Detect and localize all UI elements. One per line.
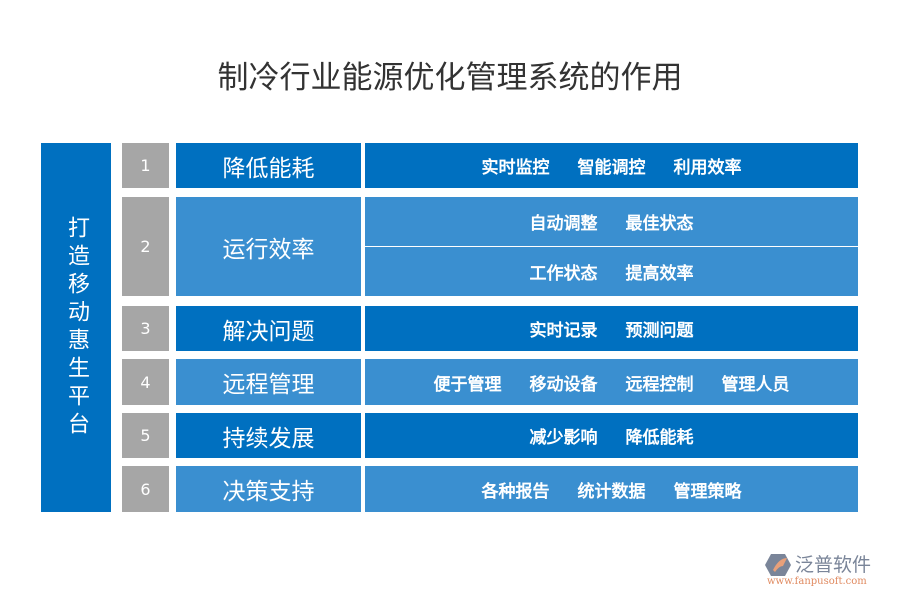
- row-number: 6: [122, 466, 169, 512]
- row-content: 减少影响 降低能耗: [365, 413, 858, 458]
- row-label: 远程管理: [176, 359, 361, 405]
- content-item: 利用效率: [673, 158, 742, 178]
- row-label: 持续发展: [176, 413, 361, 458]
- row-label: 解决问题: [176, 306, 361, 351]
- row-label: 降低能耗: [176, 143, 361, 188]
- row-content: 自动调整 最佳状态: [365, 197, 858, 246]
- row-number: 1: [122, 143, 169, 188]
- row-number: 5: [122, 413, 169, 458]
- row-content: 工作状态 提高效率: [365, 247, 858, 296]
- fanpu-logo-icon: [765, 554, 791, 576]
- row-label: 运行效率: [176, 197, 361, 296]
- row-label: 决策支持: [176, 466, 361, 512]
- page-title: 制冷行业能源优化管理系统的作用: [217, 60, 683, 96]
- side-label: 打造移动惠生平台: [41, 143, 111, 512]
- content-item: 移动设备: [529, 374, 598, 395]
- row-content: 便于管理 移动设备 远程控制 管理人员: [365, 359, 858, 405]
- logo: 泛普软件 www.fanpusoft.com: [765, 548, 895, 588]
- row-content: 实时记录 预测问题: [365, 306, 858, 351]
- row-number: 4: [122, 359, 169, 405]
- content-item: 自动调整: [529, 214, 598, 234]
- content-item: 管理人员: [721, 374, 790, 395]
- content-item: 提高效率: [625, 264, 694, 284]
- content-item: 管理策略: [673, 481, 742, 502]
- logo-url: www.fanpusoft.com: [767, 576, 867, 587]
- content-item: 便于管理: [433, 374, 502, 395]
- row-number: 3: [122, 306, 169, 351]
- content-item: 最佳状态: [625, 214, 694, 234]
- row-content: 各种报告 统计数据 管理策略: [365, 466, 858, 512]
- content-item: 各种报告: [481, 481, 550, 502]
- content-item: 远程控制: [625, 374, 694, 395]
- row-number: 2: [122, 197, 169, 296]
- content-item: 智能调控: [577, 158, 646, 178]
- content-item: 实时记录: [529, 321, 598, 341]
- content-item: 统计数据: [577, 481, 646, 502]
- content-item: 实时监控: [481, 158, 550, 178]
- content-item: 降低能耗: [625, 428, 694, 448]
- content-item: 预测问题: [625, 321, 694, 341]
- content-item: 工作状态: [529, 264, 598, 284]
- row-content: 实时监控 智能调控 利用效率: [365, 143, 858, 188]
- content-item: 减少影响: [529, 428, 598, 448]
- logo-name: 泛普软件: [795, 554, 872, 576]
